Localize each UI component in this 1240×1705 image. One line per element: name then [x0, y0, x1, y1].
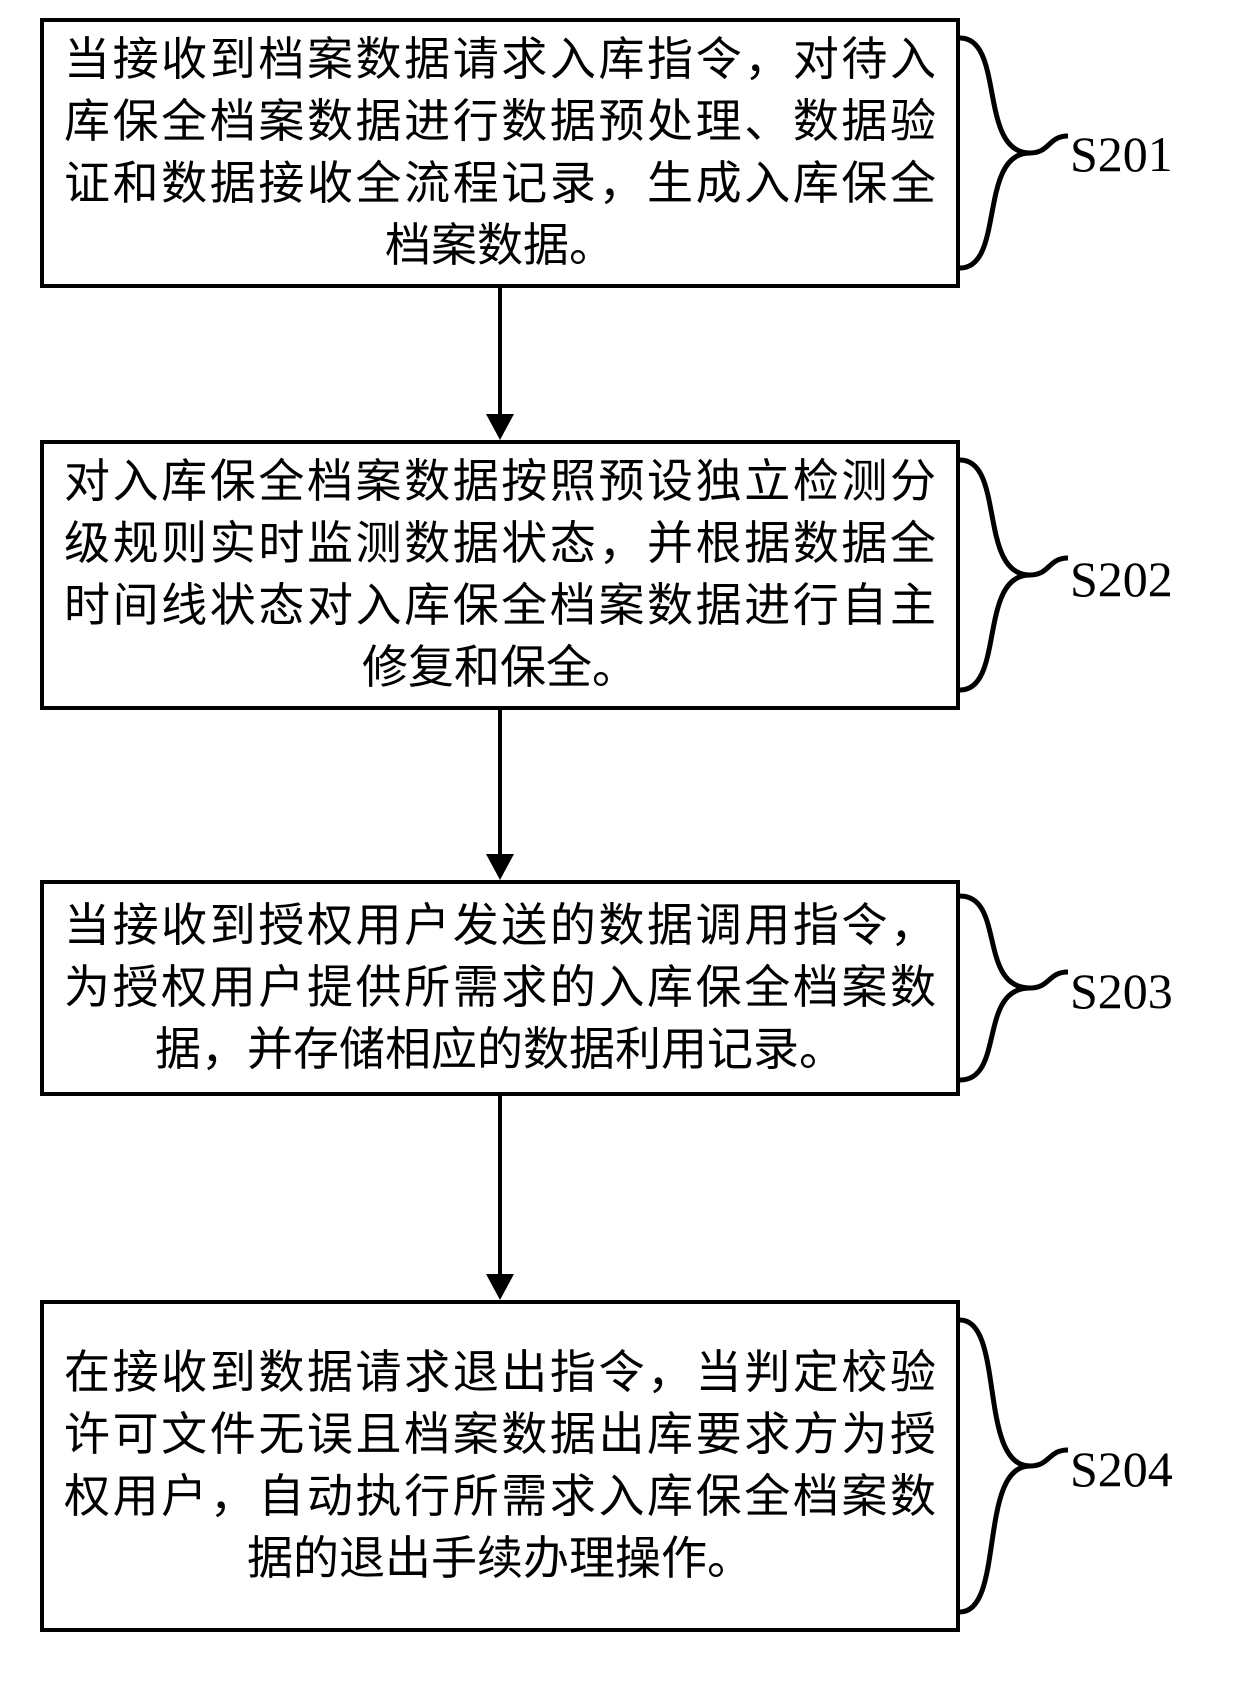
brace-icon	[960, 880, 1070, 1096]
arrowhead-icon	[486, 854, 514, 880]
brace-icon	[960, 1300, 1070, 1632]
brace-icon	[960, 18, 1070, 288]
step-label-s201: S201	[1070, 125, 1173, 183]
flow-node-s204: 在接收到数据请求退出指令，当判定校验许可文件无误且档案数据出库要求方为授权用户，…	[40, 1300, 960, 1632]
arrowhead-icon	[486, 414, 514, 440]
connector-s202-s203	[498, 710, 502, 856]
step-label-s204: S204	[1070, 1440, 1173, 1498]
flow-node-s201: 当接收到档案数据请求入库指令，对待入库保全档案数据进行数据预处理、数据验证和数据…	[40, 18, 960, 288]
flow-node-text: 在接收到数据请求退出指令，当判定校验许可文件无误且档案数据出库要求方为授权用户，…	[64, 1342, 936, 1590]
flow-node-s202: 对入库保全档案数据按照预设独立检测分级规则实时监测数据状态，并根据数据全时间线状…	[40, 440, 960, 710]
flow-node-text: 当接收到档案数据请求入库指令，对待入库保全档案数据进行数据预处理、数据验证和数据…	[64, 29, 936, 277]
arrowhead-icon	[486, 1274, 514, 1300]
brace-icon	[960, 440, 1070, 710]
connector-s203-s204	[498, 1096, 502, 1276]
flowchart-canvas: 当接收到档案数据请求入库指令，对待入库保全档案数据进行数据预处理、数据验证和数据…	[0, 0, 1240, 1705]
step-label-s202: S202	[1070, 550, 1173, 608]
flow-node-text: 对入库保全档案数据按照预设独立检测分级规则实时监测数据状态，并根据数据全时间线状…	[64, 451, 936, 699]
connector-s201-s202	[498, 288, 502, 416]
step-label-s203: S203	[1070, 962, 1173, 1020]
flow-node-text: 当接收到授权用户发送的数据调用指令，为授权用户提供所需求的入库保全档案数据，并存…	[64, 895, 936, 1081]
flow-node-s203: 当接收到授权用户发送的数据调用指令，为授权用户提供所需求的入库保全档案数据，并存…	[40, 880, 960, 1096]
